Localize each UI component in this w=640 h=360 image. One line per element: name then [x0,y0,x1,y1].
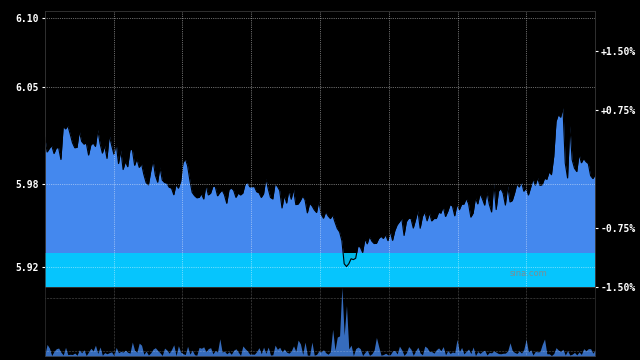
Text: sina.com: sina.com [510,269,548,278]
